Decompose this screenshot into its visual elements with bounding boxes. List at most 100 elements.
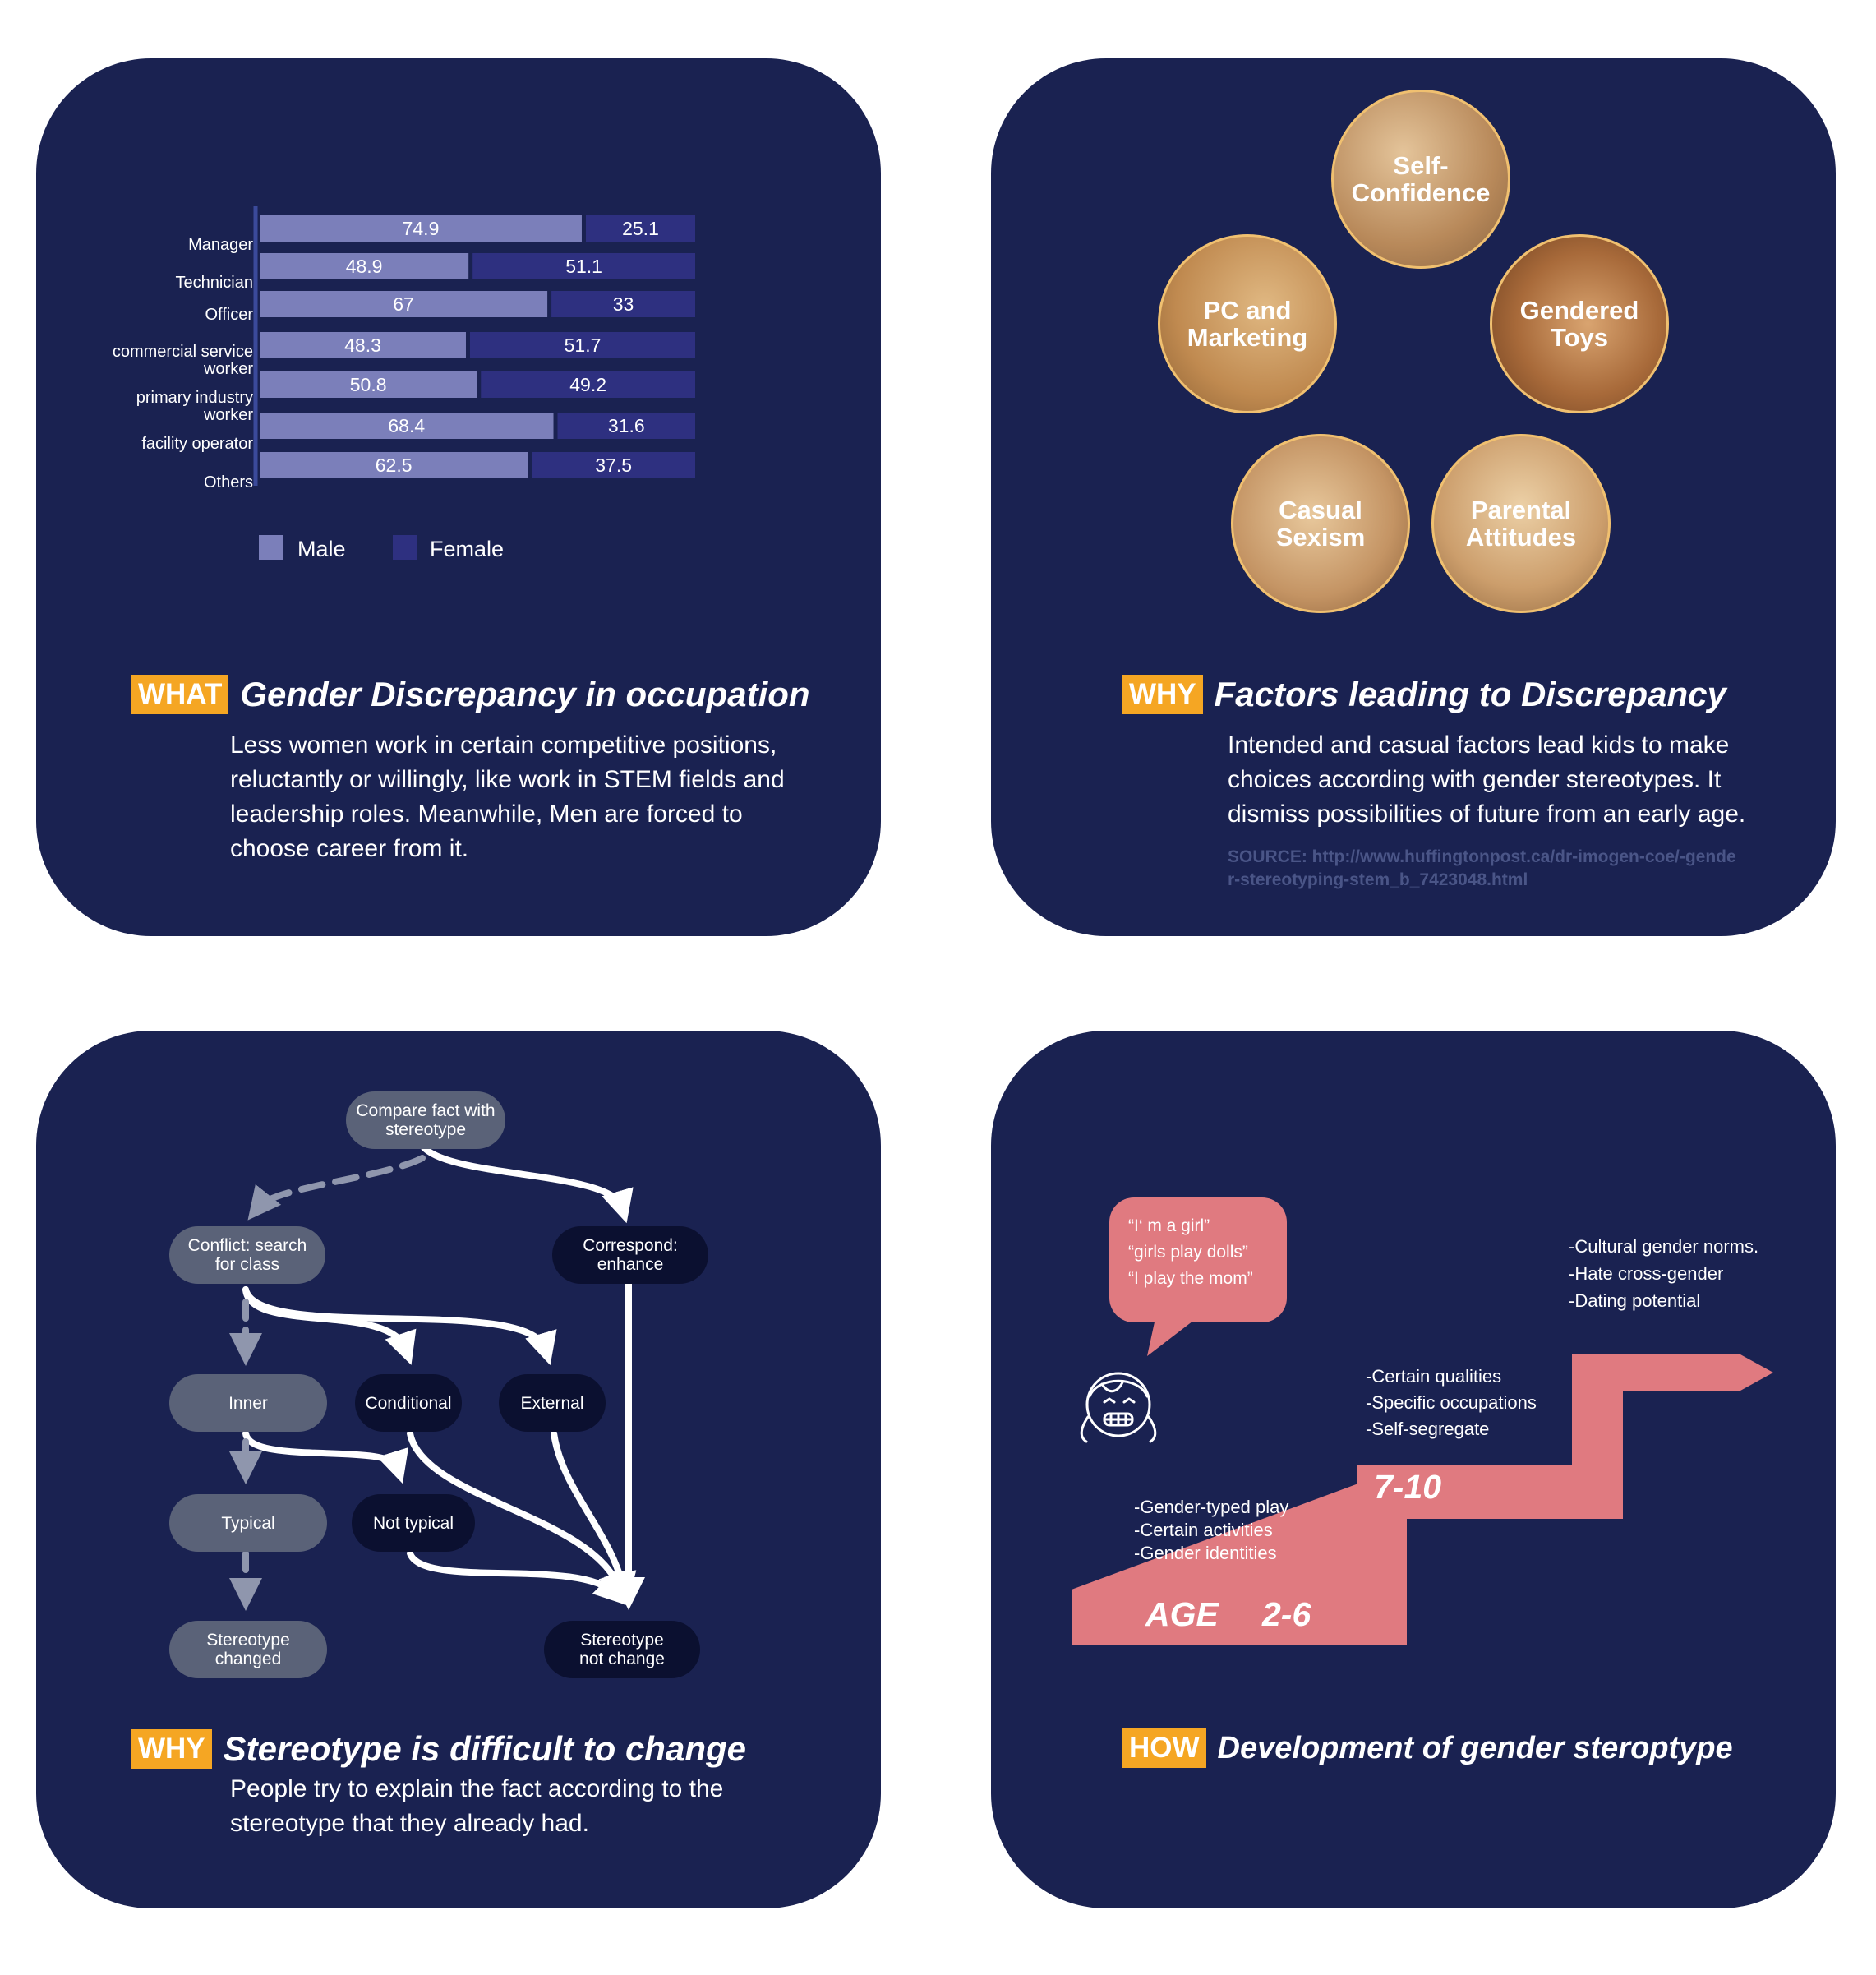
source-link[interactable]: SOURCE: http://www.huffingtonpost.ca/dr-… (1228, 847, 1736, 889)
bar-female (585, 215, 695, 242)
node-stereotype-changed: Stereotype changed (169, 1621, 327, 1678)
section-body: People try to explain the fact according… (230, 1775, 724, 1837)
node-conflict: Conflict: search for class (169, 1226, 325, 1284)
data-label: 33 (613, 293, 634, 315)
bar-male (260, 253, 469, 279)
node-conditional: Conditional (355, 1374, 462, 1432)
speech-line: “I play the mom” (1128, 1269, 1253, 1288)
bar-female (532, 452, 695, 478)
bar-female (469, 332, 695, 358)
node-stereotype-not-change: Stereotype not change (544, 1621, 700, 1678)
section-body: Intended and casual factors lead kids to… (1228, 731, 1746, 828)
stage2-item: -Specific occupations (1366, 1392, 1537, 1413)
data-label: 37.5 (595, 455, 632, 476)
speech-bubble (1109, 1197, 1287, 1322)
factor-label: Gendered Toys (1519, 296, 1639, 352)
speech-line: “I‘ m a girl” (1128, 1216, 1210, 1235)
stage3-item: -Dating potential (1569, 1290, 1701, 1311)
arrow (242, 1286, 557, 1366)
stage3-item: -Cultural gender norms. (1569, 1236, 1759, 1257)
data-label: 48.9 (346, 256, 383, 277)
staircase-arrow (1072, 1354, 1773, 1645)
section-title: Factors leading to Discrepancy (1214, 675, 1726, 714)
section-body: Less women work in certain competitive p… (230, 731, 785, 862)
bar-female (472, 253, 695, 279)
factor-label: Parental Attitudes (1465, 496, 1577, 551)
stage1-item: -Certain activities (1134, 1520, 1273, 1540)
data-label: 51.7 (565, 335, 602, 356)
section-title: Gender Discrepancy in occupation (240, 675, 810, 714)
speech-lines: “I‘ m a girl” “girls play dolls” “I play… (1128, 1213, 1253, 1292)
section-heading: WHY Stereotype is difficult to change (131, 1729, 746, 1770)
section-tag: WHY (131, 1729, 212, 1770)
tick-label: Technician (175, 274, 253, 292)
section-heading: HOW Development of gender steroptype (1122, 1728, 1733, 1769)
panel-development: “I‘ m a girl” “girls play dolls” “I play… (991, 1031, 1836, 1908)
stage2-item: -Self-segregate (1366, 1419, 1490, 1439)
stage1-list: -Gender-typed play -Certain activities -… (1134, 1496, 1288, 1565)
panel-stereotype: Compare fact with stereotype Conflict: s… (36, 1031, 881, 1908)
tick-label: facility operator (141, 435, 253, 453)
bar-male (260, 332, 466, 358)
legend-swatch-female (393, 535, 417, 560)
node-correspond: Correspond: enhance (552, 1226, 708, 1284)
tick-label: commercial service worker (112, 343, 253, 378)
panel-factors: Self-Confidence PC and Marketing Gendere… (991, 58, 1836, 936)
tick-label: primary industry worker (136, 389, 253, 424)
data-label: 51.1 (565, 256, 602, 277)
tick-label: Others (203, 473, 253, 491)
bar-male (260, 215, 582, 242)
legend-label-female: Female (430, 537, 505, 561)
stage1-item: -Gender identities (1134, 1543, 1277, 1563)
arrow (242, 1430, 408, 1484)
girl-face-icon (1080, 1372, 1157, 1443)
data-label: 25.1 (622, 218, 659, 239)
speech-line: “girls play dolls” (1128, 1243, 1248, 1262)
arrow (419, 1142, 634, 1224)
legend-label-male: Male (297, 537, 346, 561)
section-heading: WHAT Gender Discrepancy in occupation (131, 675, 810, 715)
factor-label: Self-Confidence (1351, 151, 1491, 207)
data-label: 68.4 (388, 415, 425, 436)
node-external: External (499, 1374, 606, 1432)
factor-circle: Parental Attitudes (1431, 434, 1611, 613)
panel-occupation: Manager Technician Officer commercial se… (36, 58, 881, 936)
bars-svg: 74.9 25.1 48.9 51.1 67 33 48.3 51.7 50.8 49.2 68.4… (253, 206, 695, 486)
age-label-prefix: AGE (1145, 1595, 1219, 1633)
data-label: 67 (393, 293, 414, 315)
age-label-7-10: 7-10 (1374, 1468, 1442, 1506)
bar-male (260, 291, 548, 317)
stage2-item: -Certain qualities (1366, 1366, 1502, 1387)
section-title: Development of gender steroptype (1217, 1730, 1733, 1765)
factor-label: PC and Marketing (1187, 296, 1308, 352)
node-not-typical: Not typical (352, 1494, 475, 1552)
section-tag: WHAT (131, 675, 229, 715)
bar-male (260, 452, 528, 478)
data-label: 74.9 (403, 218, 440, 239)
section-heading: WHY Factors leading to Discrepancy (1122, 675, 1726, 715)
arrow (407, 1430, 630, 1605)
diagram-arrows (229, 1142, 645, 1611)
bar-female (557, 413, 695, 439)
age-label-2-6: 2-6 (1262, 1595, 1311, 1633)
bar-male (260, 413, 554, 439)
bar-male (260, 371, 477, 398)
speech-bubble-tail (1147, 1318, 1196, 1356)
section-tag: HOW (1122, 1728, 1206, 1769)
stage3-list: -Cultural gender norms. -Hate cross-gend… (1569, 1233, 1758, 1314)
stage1-item: -Gender-typed play (1134, 1497, 1289, 1517)
stage3-item: -Hate cross-gender (1569, 1263, 1724, 1284)
data-label: 31.6 (608, 415, 645, 436)
arrow (551, 1430, 637, 1606)
factor-circle: Casual Sexism (1231, 434, 1410, 613)
tick-label: Officer (205, 306, 253, 324)
factor-circle: PC and Marketing (1158, 234, 1337, 413)
node-compare: Compare fact with stereotype (346, 1091, 505, 1149)
data-label: 48.3 (344, 335, 381, 356)
factor-label: Casual Sexism (1275, 496, 1366, 551)
chart-category-labels: Manager Technician Officer commercial se… (36, 58, 253, 584)
factor-circle: Self-Confidence (1331, 90, 1510, 269)
node-inner: Inner (169, 1374, 327, 1432)
data-label: 62.5 (376, 455, 413, 476)
data-label: 49.2 (569, 374, 606, 395)
